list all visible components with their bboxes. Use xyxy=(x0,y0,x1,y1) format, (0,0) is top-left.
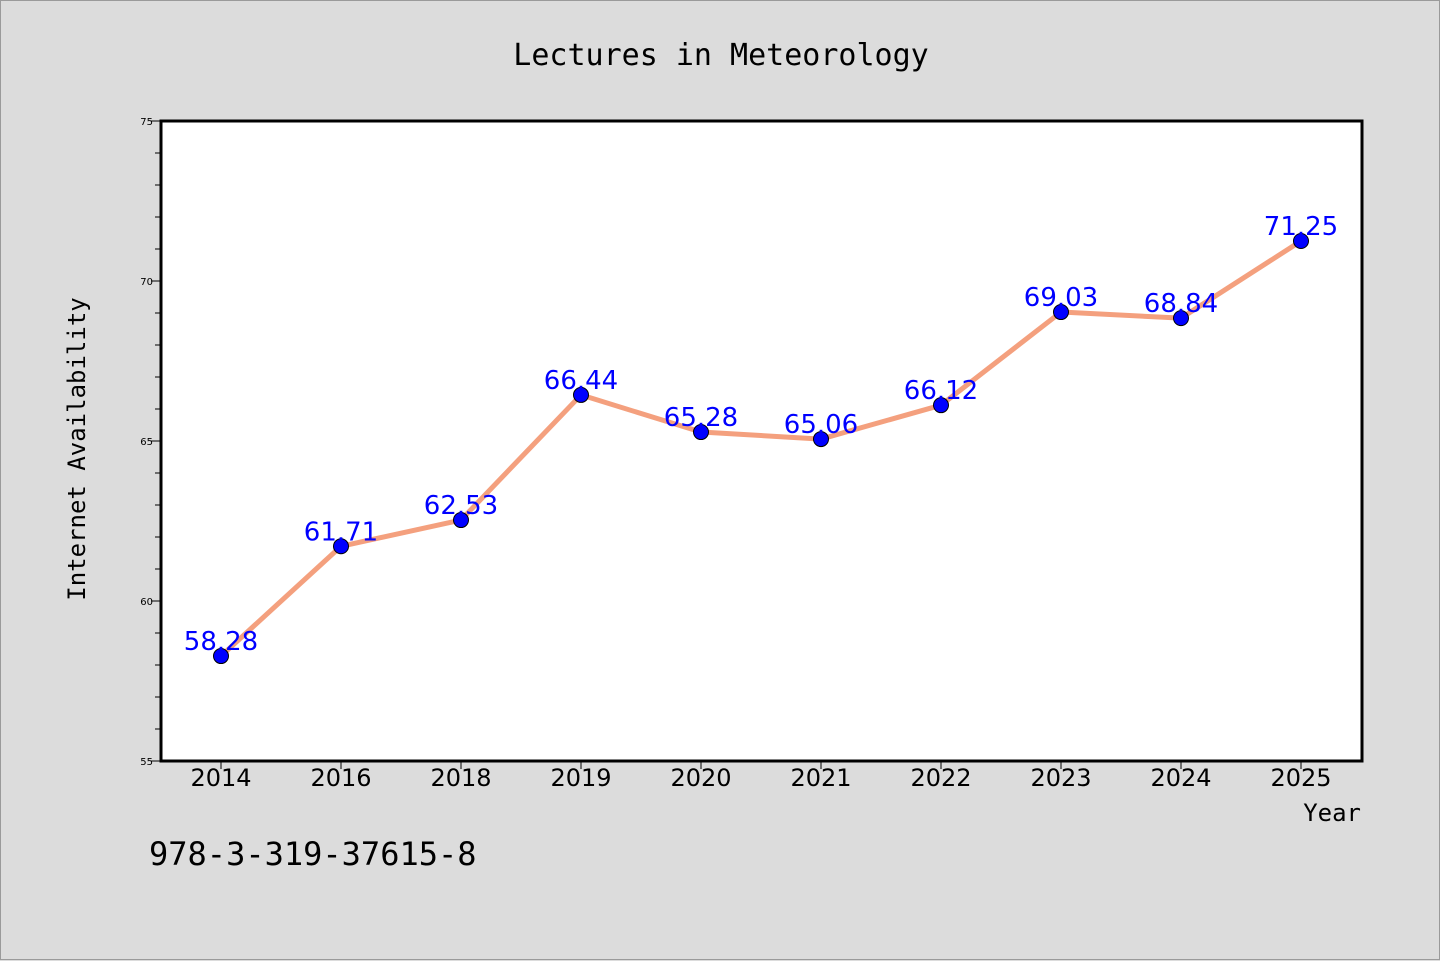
y-tick-label: 75 xyxy=(140,117,153,128)
data-point xyxy=(1053,304,1069,321)
data-point xyxy=(453,512,469,529)
plot-area xyxy=(159,119,1364,763)
series-line xyxy=(218,238,1304,659)
footer-isbn: 978-3-319-37615-8 xyxy=(149,835,477,873)
data-point xyxy=(1173,310,1189,327)
series-group: 58.28 61.71 62.53 66.44 65.28 65.06 66.12 69.03… xyxy=(184,212,1338,665)
x-axis: 2014 2016 2018 2019 2020 2021 2022 2023 2024 2025 xyxy=(190,761,1332,792)
y-tick-label: 70 xyxy=(140,277,153,288)
y-tick-label: 65 xyxy=(140,437,153,448)
x-tick-label: 2018 xyxy=(430,764,491,792)
y-tick-label: 60 xyxy=(140,597,153,608)
x-tick-label: 2019 xyxy=(550,764,611,792)
data-label: 65.28 xyxy=(664,403,738,433)
data-label: 58.28 xyxy=(184,627,258,657)
chart-title: Lectures in Meteorology xyxy=(513,38,928,73)
data-label: 66.44 xyxy=(544,366,618,396)
data-point xyxy=(693,424,709,441)
x-axis-label: Year xyxy=(1303,799,1361,827)
data-label: 68.84 xyxy=(1144,289,1218,319)
x-tick-label: 2024 xyxy=(1150,764,1211,792)
data-label: 69.03 xyxy=(1024,283,1098,313)
x-tick-label: 2022 xyxy=(910,764,971,792)
x-tick-label: 2020 xyxy=(670,764,731,792)
data-label: 61.71 xyxy=(304,517,378,547)
x-tick-label: 2023 xyxy=(1030,764,1091,792)
y-tick-label: 55 xyxy=(140,757,153,768)
y-axis: 55 60 65 70 75 xyxy=(140,117,161,768)
data-point xyxy=(333,538,349,555)
data-point xyxy=(213,648,229,665)
data-point xyxy=(573,386,589,403)
data-label: 71.25 xyxy=(1264,212,1338,242)
data-point xyxy=(933,397,949,414)
data-label: 66.12 xyxy=(904,376,978,406)
data-label: 62.53 xyxy=(424,491,498,521)
data-label: 65.06 xyxy=(784,410,858,440)
data-point xyxy=(1293,233,1309,249)
x-tick-label: 2025 xyxy=(1270,764,1331,792)
x-tick-label: 2014 xyxy=(190,764,251,792)
x-tick-label: 2021 xyxy=(790,764,851,792)
data-point xyxy=(813,431,829,448)
y-axis-label: Internet Availability xyxy=(63,297,91,600)
x-tick-label: 2016 xyxy=(310,764,371,792)
